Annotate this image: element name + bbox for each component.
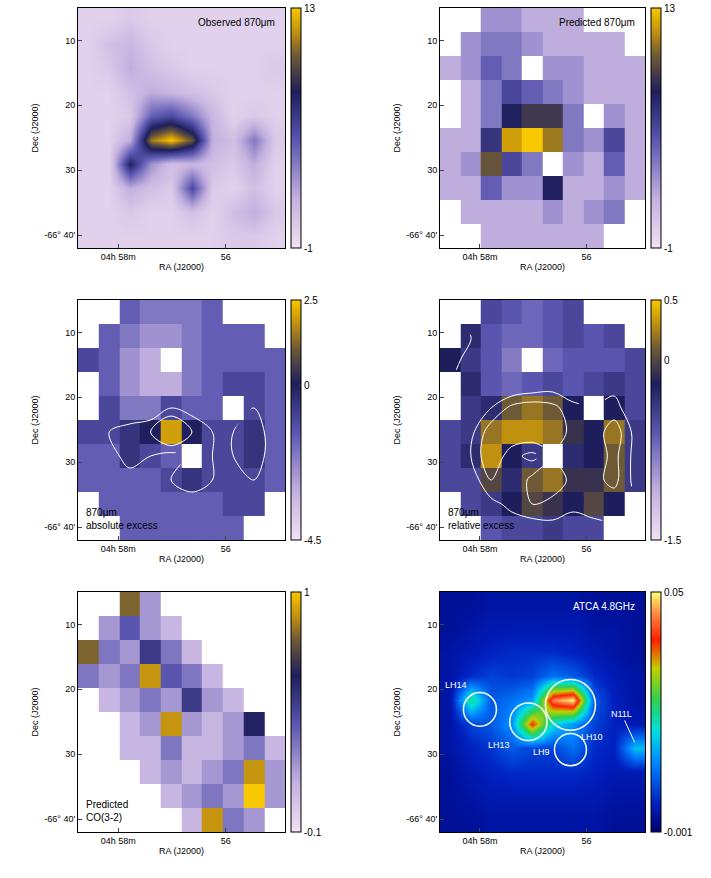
svg-text:Dec (J2000): Dec (J2000) [392,103,402,152]
svg-text:30: 30 [65,749,75,759]
svg-text:56: 56 [221,544,231,554]
svg-text:LH9: LH9 [533,747,550,757]
svg-text:Dec (J2000): Dec (J2000) [392,687,402,736]
svg-text:-0.001: -0.001 [664,827,693,838]
svg-text:N11L: N11L [611,709,632,719]
svg-text:Dec (J2000): Dec (J2000) [392,395,402,444]
svg-text:-1: -1 [304,243,313,254]
svg-text:30: 30 [65,165,75,175]
svg-text:20: 20 [65,100,75,110]
svg-text:Predicted 870μm: Predicted 870μm [559,17,635,28]
svg-text:13: 13 [304,3,316,14]
svg-text:-0.1: -0.1 [304,827,322,838]
svg-text:56: 56 [581,252,591,262]
svg-text:56: 56 [581,836,591,846]
svg-text:10: 10 [65,620,75,630]
svg-text:0: 0 [664,355,670,366]
svg-text:20: 20 [65,392,75,402]
svg-text:PredictedCO(3-2): PredictedCO(3-2) [86,799,128,823]
svg-text:-66° 40': -66° 40' [44,814,75,824]
svg-text:04h 58m: 04h 58m [462,544,497,554]
svg-text:13: 13 [664,3,676,14]
svg-text:30: 30 [427,457,437,467]
svg-text:RA (J2000): RA (J2000) [520,554,565,564]
svg-text:-4.5: -4.5 [304,535,322,546]
svg-text:0.05: 0.05 [664,587,684,598]
svg-text:2.5: 2.5 [304,295,318,306]
svg-text:870μmabsolute excess: 870μmabsolute excess [86,507,158,531]
svg-text:20: 20 [65,684,75,694]
svg-text:04h 58m: 04h 58m [101,836,136,846]
svg-text:RA (J2000): RA (J2000) [159,262,204,272]
svg-text:30: 30 [65,457,75,467]
svg-text:-66° 40': -66° 40' [44,522,75,532]
svg-text:56: 56 [221,836,231,846]
svg-text:-66° 40': -66° 40' [406,522,437,532]
svg-text:20: 20 [427,100,437,110]
svg-text:56: 56 [581,544,591,554]
svg-text:10: 10 [65,36,75,46]
svg-text:RA (J2000): RA (J2000) [520,262,565,272]
svg-text:Dec (J2000): Dec (J2000) [30,103,40,152]
svg-text:10: 10 [427,36,437,46]
svg-text:04h 58m: 04h 58m [462,252,497,262]
svg-text:0.5: 0.5 [664,295,678,306]
svg-text:0: 0 [304,380,310,391]
svg-text:-1: -1 [664,243,673,254]
svg-text:LH10: LH10 [581,732,603,742]
svg-text:Dec (J2000): Dec (J2000) [30,395,40,444]
svg-text:56: 56 [221,252,231,262]
svg-text:04h 58m: 04h 58m [101,252,136,262]
svg-text:-66° 40': -66° 40' [44,230,75,240]
svg-text:Observed 870μm: Observed 870μm [198,17,275,28]
svg-text:04h 58m: 04h 58m [462,836,497,846]
svg-text:04h 58m: 04h 58m [101,544,136,554]
svg-text:RA (J2000): RA (J2000) [159,554,204,564]
svg-text:20: 20 [427,684,437,694]
svg-text:10: 10 [427,620,437,630]
svg-text:10: 10 [427,328,437,338]
svg-text:870μmrelative excess: 870μmrelative excess [448,507,514,531]
svg-text:LH14: LH14 [445,680,467,690]
svg-text:Dec (J2000): Dec (J2000) [30,687,40,736]
svg-text:1: 1 [304,587,310,598]
svg-text:-66° 40': -66° 40' [406,230,437,240]
svg-text:LH13: LH13 [488,740,510,750]
svg-text:-66° 40': -66° 40' [406,814,437,824]
svg-text:30: 30 [427,749,437,759]
svg-text:10: 10 [65,328,75,338]
svg-text:30: 30 [427,165,437,175]
svg-text:RA (J2000): RA (J2000) [159,846,204,856]
svg-text:-1.5: -1.5 [664,535,682,546]
svg-text:20: 20 [427,392,437,402]
svg-text:RA (J2000): RA (J2000) [520,846,565,856]
svg-text:ATCA 4.8GHz: ATCA 4.8GHz [573,601,635,612]
